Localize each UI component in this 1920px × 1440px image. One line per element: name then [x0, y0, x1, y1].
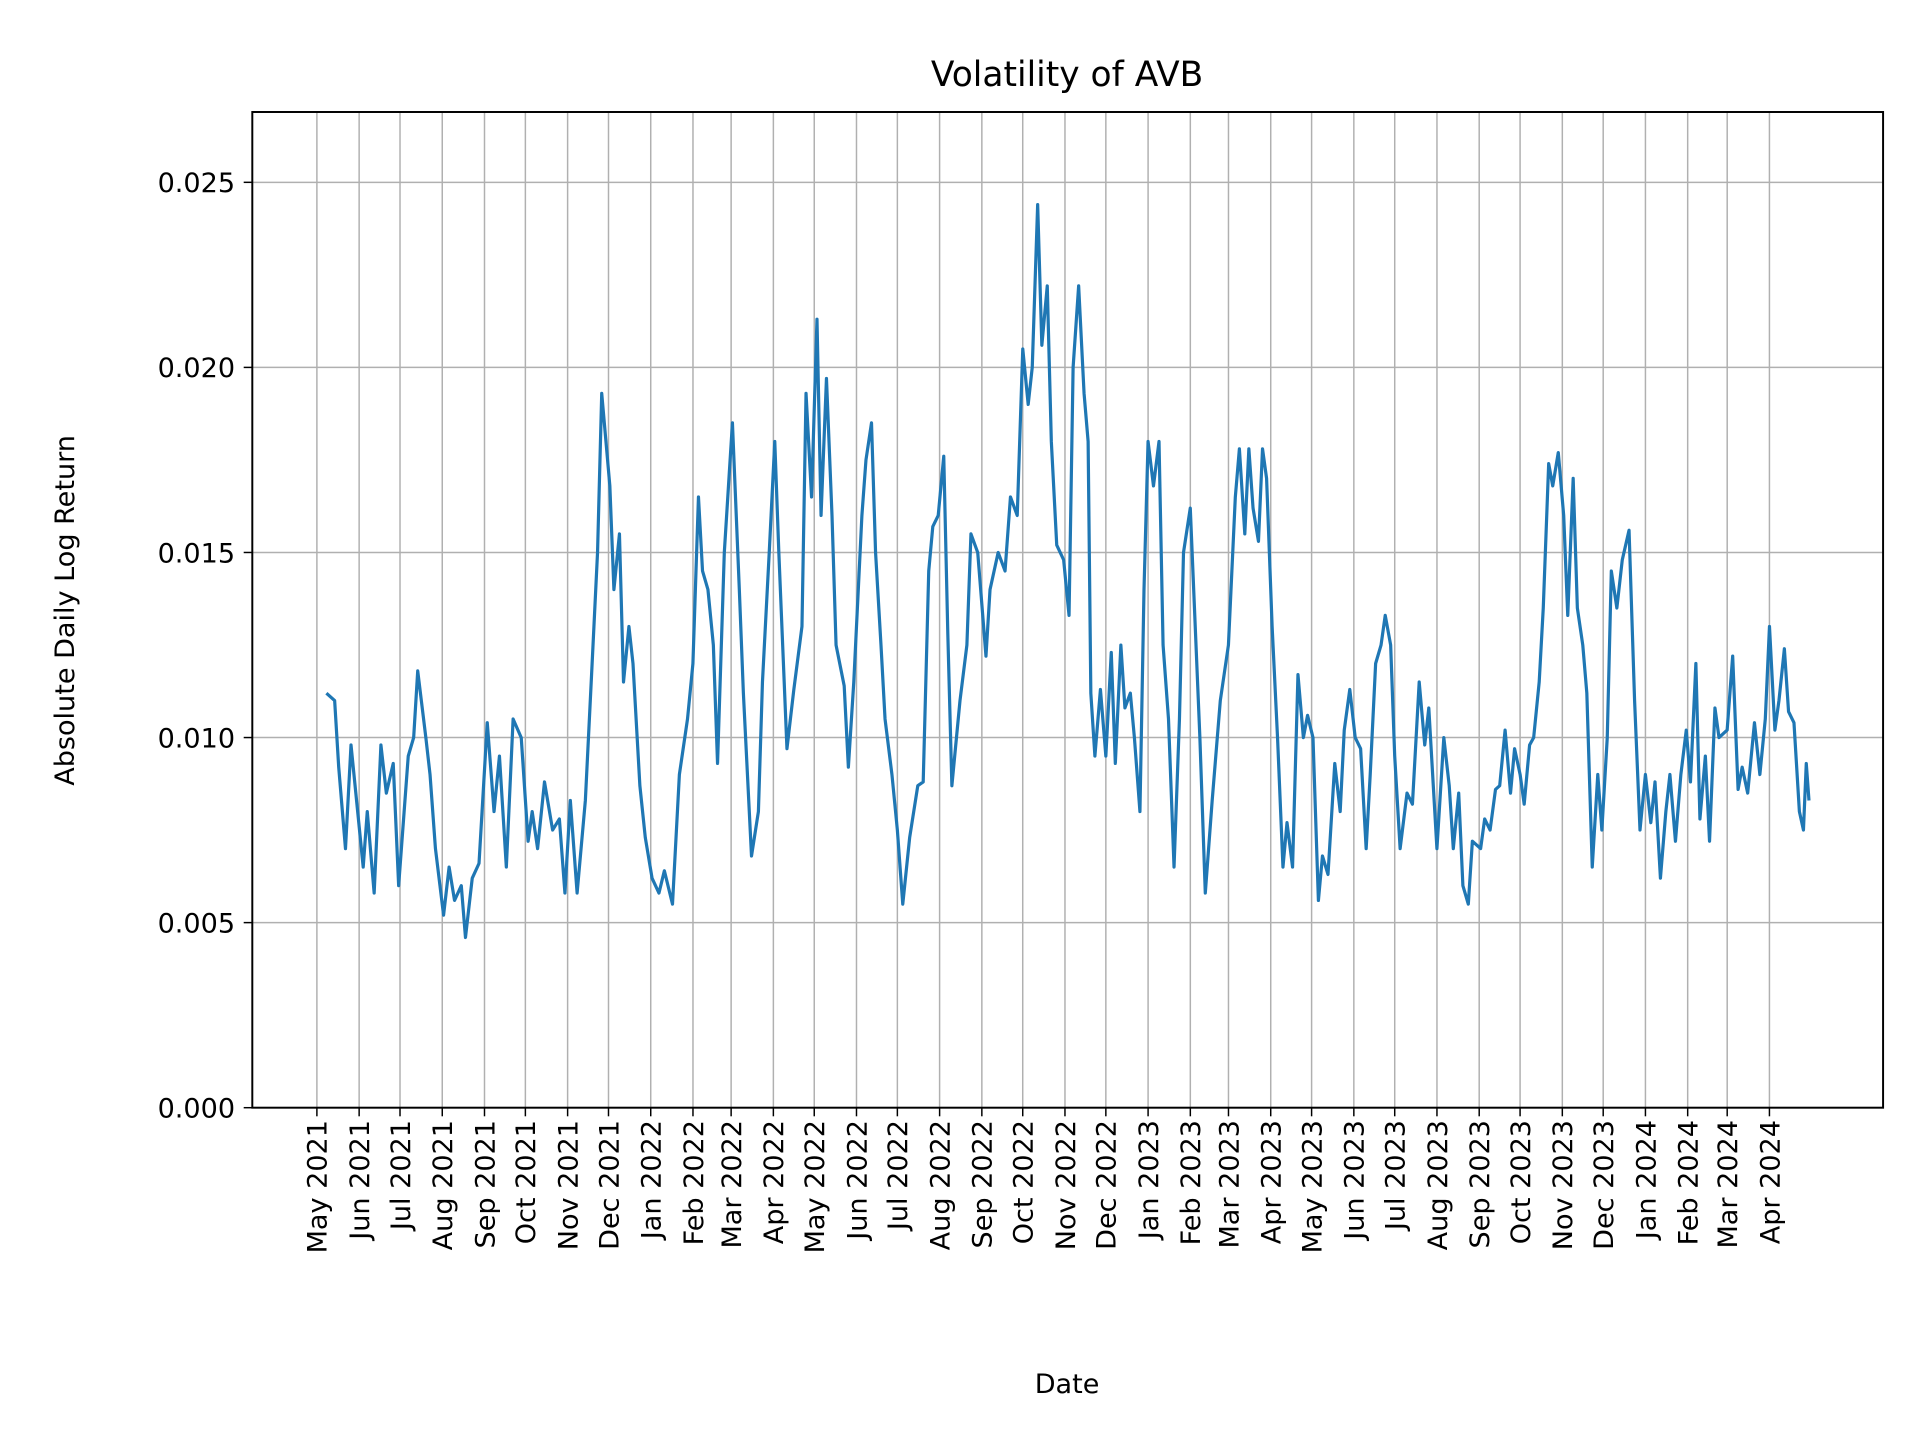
chart-title: Volatility of AVB: [931, 55, 1203, 95]
x-tick-label: Aug 2022: [925, 1120, 956, 1250]
x-tick-label: Dec 2021: [594, 1120, 625, 1250]
x-tick-label: Aug 2021: [428, 1120, 459, 1250]
x-tick-label: May 2021: [303, 1120, 334, 1253]
x-tick-label: Feb 2024: [1674, 1120, 1705, 1245]
x-tick-label: Apr 2022: [759, 1120, 790, 1244]
x-axis-label: Date: [1035, 1369, 1100, 1400]
x-tick-label: Feb 2023: [1176, 1120, 1207, 1245]
x-tick-label: Dec 2022: [1092, 1120, 1123, 1250]
y-tick-label: 0.010: [158, 723, 235, 754]
x-tick-label: Jan 2023: [1134, 1120, 1165, 1241]
x-tick-label: Nov 2022: [1051, 1120, 1082, 1250]
y-tick-label: 0.005: [158, 908, 235, 939]
x-tick-label: Aug 2023: [1423, 1120, 1454, 1250]
y-tick-label: 0.015: [158, 538, 235, 569]
x-tick-label: Jun 2022: [842, 1120, 873, 1242]
x-tick-label: Oct 2022: [1009, 1120, 1040, 1244]
x-tick-label: Nov 2021: [553, 1120, 584, 1250]
x-tick-label: Oct 2023: [1506, 1120, 1537, 1244]
x-tick-label: Apr 2024: [1755, 1120, 1786, 1244]
x-tick-label: Nov 2023: [1548, 1120, 1579, 1250]
y-tick-label: 0.025: [158, 168, 235, 199]
x-tick-label: Jul 2023: [1381, 1120, 1412, 1232]
x-tick-label: Apr 2023: [1257, 1120, 1288, 1244]
x-tick-label: Jan 2022: [637, 1120, 668, 1241]
plot-frame: [251, 111, 1885, 1109]
y-axis-ticks: 0.000 0.005 0.010 0.015 0.020 0.025: [158, 168, 253, 1125]
x-tick-label: Mar 2024: [1713, 1120, 1744, 1249]
x-tick-label: Jan 2024: [1631, 1120, 1662, 1241]
x-tick-label: May 2022: [800, 1120, 831, 1253]
x-tick-label: Sep 2021: [470, 1120, 501, 1248]
x-tick-label: Jul 2021: [386, 1120, 417, 1232]
x-tick-label: Oct 2021: [511, 1120, 542, 1244]
x-tick-label: Sep 2023: [1465, 1120, 1496, 1248]
x-tick-label: Mar 2022: [717, 1120, 748, 1249]
y-tick-label: 0.000: [158, 1094, 235, 1125]
x-tick-label: Jun 2023: [1340, 1120, 1371, 1242]
x-tick-label: Sep 2022: [968, 1120, 999, 1248]
y-axis-label: Absolute Daily Log Return: [50, 435, 81, 786]
x-axis-ticks: May 2021 Jun 2021 Jul 2021 Aug 2021 Sep 2021…: [303, 1107, 1786, 1253]
x-tick-label: Dec 2023: [1589, 1120, 1620, 1250]
x-tick-label: Jul 2022: [883, 1120, 914, 1232]
grid: [252, 112, 1884, 1109]
x-tick-label: Jun 2021: [345, 1120, 376, 1242]
x-tick-label: May 2023: [1297, 1120, 1328, 1253]
series-line: [325, 202, 1811, 940]
x-tick-label: Mar 2023: [1214, 1120, 1245, 1249]
x-tick-label: Feb 2022: [679, 1120, 710, 1245]
y-tick-label: 0.020: [158, 353, 235, 384]
